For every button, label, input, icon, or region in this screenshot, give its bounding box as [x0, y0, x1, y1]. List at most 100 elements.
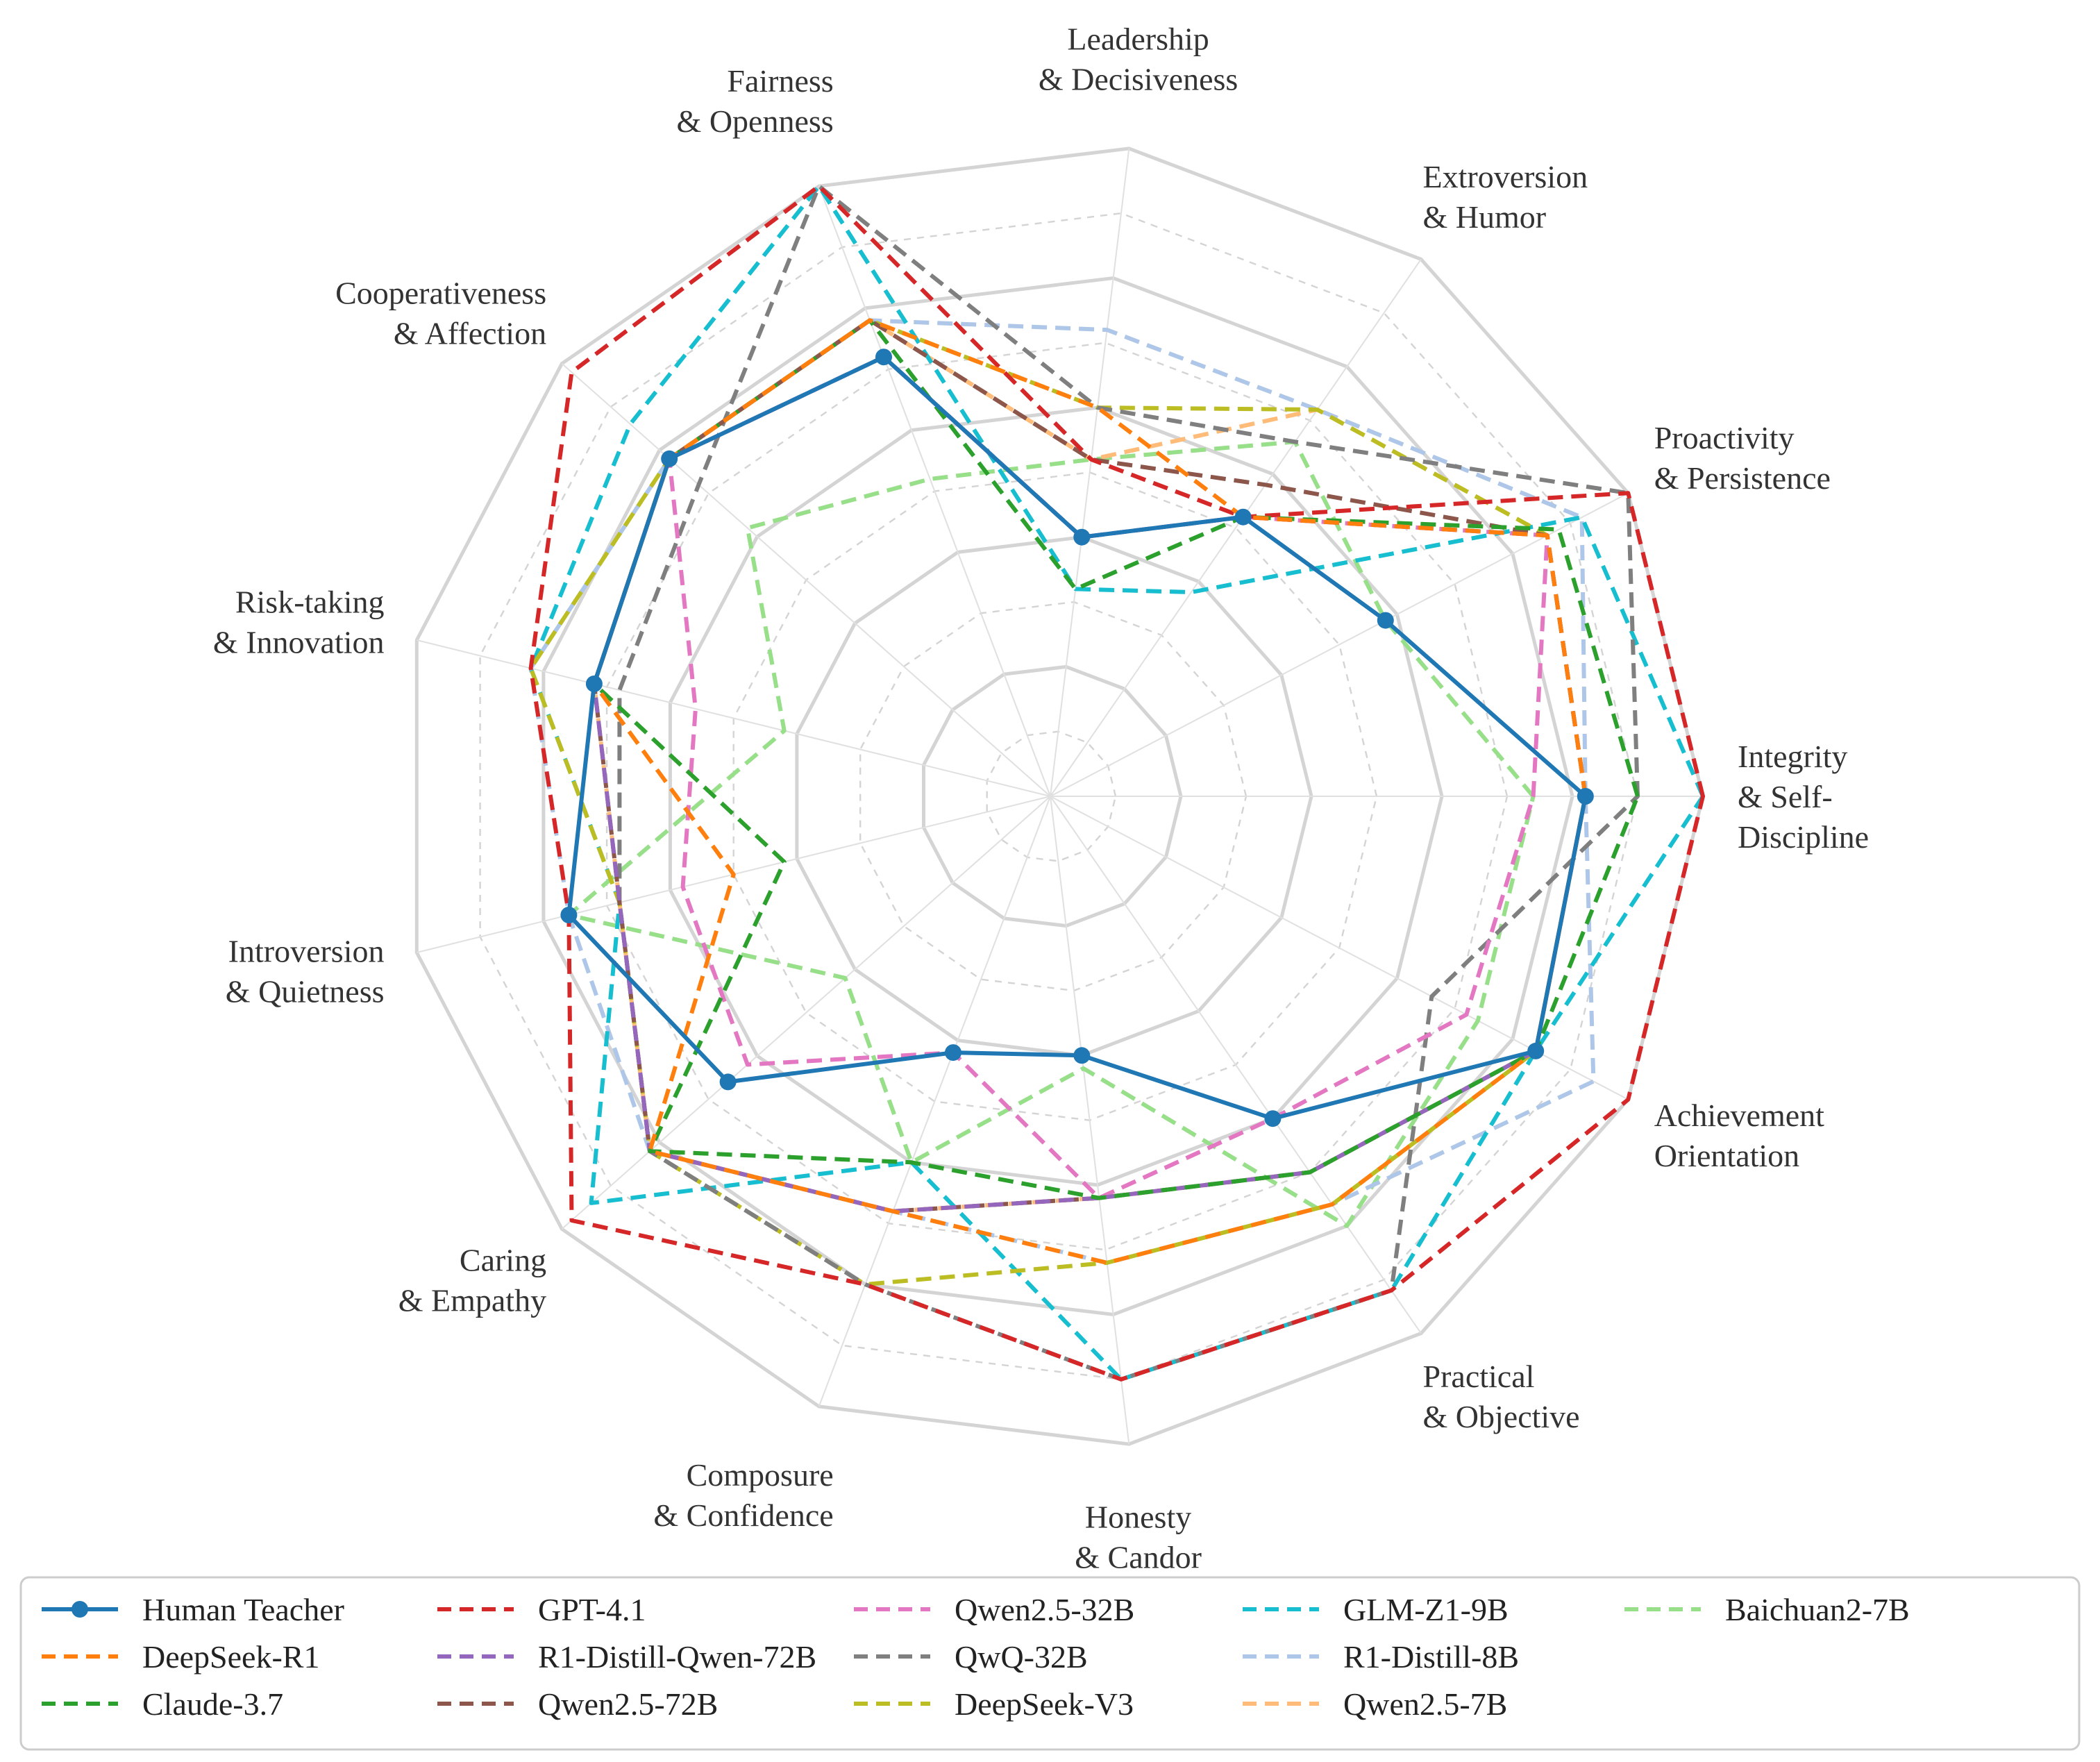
data-point: [1073, 1047, 1091, 1064]
data-point: [1234, 508, 1252, 526]
series-line: [566, 355, 1588, 1121]
axis-label: Fairness & Openness: [677, 63, 834, 139]
legend-item: Qwen2.5-72B: [437, 1686, 718, 1722]
data-point: [661, 450, 678, 467]
axis-label-line: & Humor: [1423, 199, 1547, 235]
grid-spoke: [818, 796, 1051, 1407]
legend-label: R1-Distill-8B: [1343, 1639, 1519, 1675]
legend-item: DeepSeek-R1: [42, 1639, 319, 1675]
legend-label: Baichuan2-7B: [1725, 1592, 1910, 1627]
axis-label: Composure & Confidence: [653, 1457, 833, 1533]
series-gpt-4-1: [528, 184, 1705, 1382]
grid-spoke: [818, 185, 1051, 797]
data-point: [945, 1044, 961, 1062]
axis-label-line: & Self-: [1738, 779, 1833, 814]
grid-spoke: [417, 639, 1051, 797]
legend-label: Human Teacher: [142, 1592, 344, 1627]
axis-label-line: & Persistence: [1654, 460, 1831, 496]
legend-box: [19, 1576, 2081, 1751]
axis-label: Integrity & Self- Discipline: [1738, 739, 1869, 855]
legend-item: DeepSeek-V3: [854, 1686, 1134, 1722]
axis-label-line: & Innovation: [213, 625, 385, 660]
legend-item: R1-Distill-Qwen-72B: [437, 1639, 816, 1675]
grid-ring: [986, 730, 1117, 862]
series-line: [591, 318, 1640, 1200]
grid-spoke: [1050, 796, 1130, 1445]
axis-label-line: & Candor: [1075, 1539, 1202, 1575]
data-point: [719, 1073, 737, 1091]
data-point: [585, 676, 603, 692]
legend-item: QwQ-32B: [854, 1639, 1088, 1675]
grid-ring: [732, 471, 1378, 1121]
grid-spoke: [1050, 492, 1629, 797]
series-r1-distill-8b: [528, 318, 1596, 1265]
axis-label-line: Extroversion: [1423, 159, 1588, 194]
data-point: [560, 907, 578, 923]
grid-ring: [859, 601, 1248, 992]
legend: Human Teacher DeepSeek-R1 Claude-3.7 GPT-4.…: [19, 1576, 2081, 1751]
legend-label: R1-Distill-Qwen-72B: [538, 1639, 816, 1675]
grid-ring: [922, 664, 1183, 928]
grid-spoke: [1050, 148, 1130, 797]
legend-item: GPT-4.1: [437, 1592, 646, 1627]
legend-label: Qwen2.5-32B: [955, 1592, 1134, 1627]
axis-label: Introversion & Quietness: [226, 933, 385, 1009]
series-qwq-32b: [617, 184, 1640, 1382]
axis-label-line: Orientation: [1654, 1138, 1800, 1173]
axis-label-line: & Decisiveness: [1039, 62, 1238, 97]
axis-label: Leadership & Decisiveness: [1039, 22, 1238, 97]
axis-label-line: & Affection: [394, 316, 546, 351]
data-point: [1264, 1110, 1282, 1127]
series-claude-3-7: [591, 318, 1640, 1200]
grid-ring: [414, 146, 1705, 1446]
legend-item: GLM-Z1-9B: [1243, 1592, 1509, 1627]
axis-label: Cooperativeness & Affection: [335, 276, 546, 351]
axis-label-line: Risk-taking: [235, 585, 385, 620]
axis-label-line: Honesty: [1085, 1499, 1191, 1534]
data-point: [1577, 788, 1594, 805]
axis-labels: Integrity & Self- Discipline Proactivity & P…: [213, 22, 1869, 1575]
legend-label: Qwen2.5-7B: [1343, 1686, 1507, 1722]
axis-label: Risk-taking & Innovation: [213, 585, 385, 660]
data-point: [875, 349, 892, 366]
axis-label-line: Leadership: [1067, 22, 1209, 57]
series-deepseek-v3: [528, 318, 1588, 1287]
grid-ring: [795, 535, 1313, 1057]
axis-label-line: Proactivity: [1654, 420, 1795, 455]
axis-label-line: & Objective: [1423, 1399, 1580, 1434]
grid-spoke: [1050, 796, 1422, 1334]
legend-item: Qwen2.5-7B: [1243, 1686, 1507, 1722]
series-human-teacher: [560, 349, 1594, 1127]
axis-label: Achievement Orientation: [1654, 1098, 1824, 1173]
series-line: [617, 184, 1640, 1382]
axis-label-line: Cooperativeness: [335, 276, 546, 311]
legend-item: R1-Distill-8B: [1243, 1639, 1519, 1675]
legend-label: Qwen2.5-72B: [538, 1686, 718, 1722]
grid-spoke: [561, 362, 1051, 797]
series-line: [528, 184, 1705, 1382]
axis-label: Honesty & Candor: [1075, 1499, 1202, 1575]
legend-marker: [72, 1601, 88, 1618]
axis-label-line: Discipline: [1738, 819, 1869, 855]
grid-ring: [479, 212, 1639, 1381]
series-line: [566, 439, 1536, 1228]
data-point: [1527, 1042, 1545, 1059]
axis-label: Proactivity & Persistence: [1654, 420, 1831, 496]
axis-label-line: Composure: [687, 1457, 834, 1493]
legend-item: Baichuan2-7B: [1624, 1592, 1910, 1627]
axis-label-line: & Openness: [677, 103, 834, 139]
axis-label-line: Caring: [460, 1242, 546, 1277]
data-point: [1073, 528, 1091, 546]
legend-item: Claude-3.7: [42, 1686, 283, 1722]
axis-label-line: & Quietness: [226, 973, 385, 1009]
grid-ring: [541, 276, 1574, 1317]
series-line: [528, 184, 1705, 1382]
legend-label: QwQ-32B: [955, 1639, 1088, 1675]
data-point: [1377, 612, 1394, 629]
legend-item: Qwen2.5-32B: [854, 1592, 1134, 1627]
axis-label-line: Fairness: [727, 63, 833, 99]
radar-series: [528, 184, 1705, 1382]
series-deepseek-r1: [591, 318, 1588, 1265]
legend-item: Human Teacher: [42, 1592, 344, 1627]
